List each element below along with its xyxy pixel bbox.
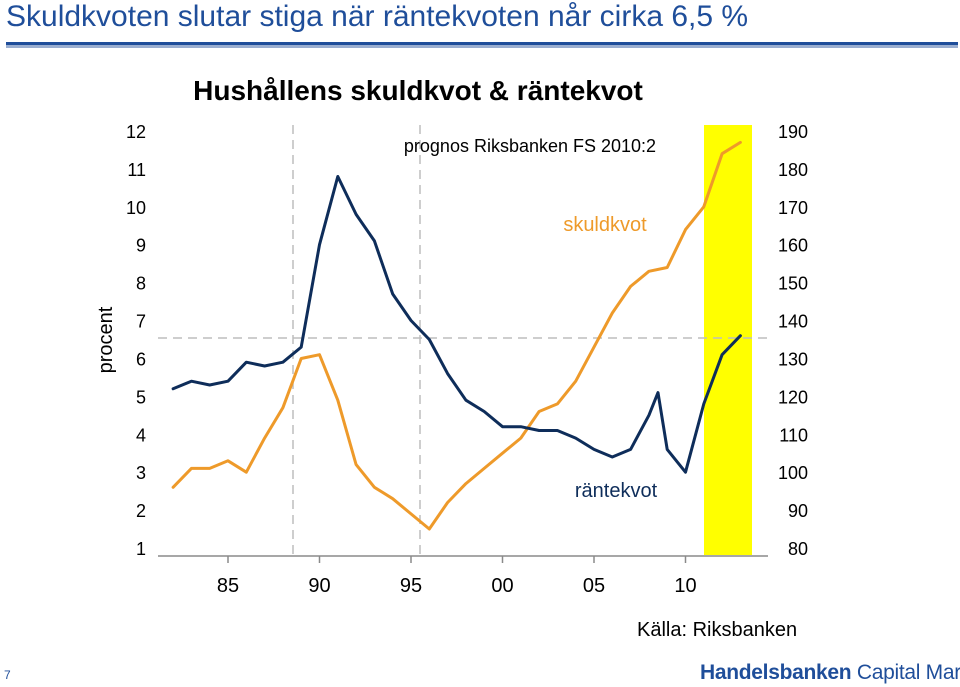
left-tick-label: 6 <box>136 349 146 369</box>
series-line-rantekvot <box>171 175 742 474</box>
left-tick-label: 12 <box>126 122 146 142</box>
x-tick-label: 05 <box>583 575 605 597</box>
right-tick-label: 80 <box>788 539 808 559</box>
left-tick-label: 10 <box>126 198 146 218</box>
x-axis-ticks: 85 90 95 00 05 10 <box>217 575 697 597</box>
left-tick-label: 7 <box>136 312 146 332</box>
page-number: 7 <box>4 668 11 682</box>
left-tick-label: 4 <box>136 425 146 445</box>
left-tick-label: 2 <box>136 501 146 521</box>
series-layer <box>171 140 742 531</box>
right-tick-label: 110 <box>779 425 808 445</box>
left-tick-label: 1 <box>136 539 146 559</box>
right-tick-label: 160 <box>778 236 808 256</box>
y-axis-label: procent <box>95 306 117 373</box>
right-tick-label: 170 <box>778 198 808 218</box>
right-tick-label: 90 <box>788 501 808 521</box>
right-tick-label: 120 <box>778 387 808 407</box>
footer-brand-logo: Handelsbanken Capital Markets <box>700 661 960 685</box>
left-tick-label: 9 <box>136 236 146 256</box>
chart-title: Hushållens skuldkvot & räntekvot <box>193 75 643 106</box>
right-axis-ticks: 80 90 100 110 120 130 140 150 160 170 180 190 <box>778 122 808 559</box>
forecast-label: prognos Riksbanken FS 2010:2 <box>404 136 656 156</box>
right-tick-label: 190 <box>778 122 808 142</box>
title-divider-accent <box>6 42 958 45</box>
x-axis <box>158 555 768 563</box>
title-divider <box>6 42 958 48</box>
forecast-band <box>704 125 752 555</box>
x-tick-label: 90 <box>308 575 330 597</box>
series-label-rantekvot: räntekvot <box>575 480 658 502</box>
x-tick-label: 00 <box>491 575 513 597</box>
right-tick-label: 140 <box>778 312 808 332</box>
right-tick-label: 100 <box>778 463 808 483</box>
left-tick-label: 3 <box>136 463 146 483</box>
gridlines <box>158 125 768 556</box>
series-label-skuldkvot: skuldkvot <box>563 214 647 236</box>
right-tick-label: 180 <box>778 160 808 180</box>
brand-division: Capital Markets <box>856 661 960 684</box>
x-tick-label: 95 <box>400 575 422 597</box>
slide-title: Skuldkvoten slutar stiga när räntekvoten… <box>6 0 749 33</box>
right-tick-label: 150 <box>778 274 808 294</box>
x-tick-label: 10 <box>674 575 696 597</box>
left-tick-label: 8 <box>136 274 146 294</box>
x-tick-label: 85 <box>217 575 239 597</box>
source-label: Källa: Riksbanken <box>637 619 798 641</box>
left-tick-label: 11 <box>127 160 146 180</box>
series-line-skuldkvot <box>171 140 742 531</box>
left-tick-label: 5 <box>136 387 146 407</box>
brand-name: Handelsbanken <box>700 661 852 684</box>
right-tick-label: 130 <box>778 349 808 369</box>
